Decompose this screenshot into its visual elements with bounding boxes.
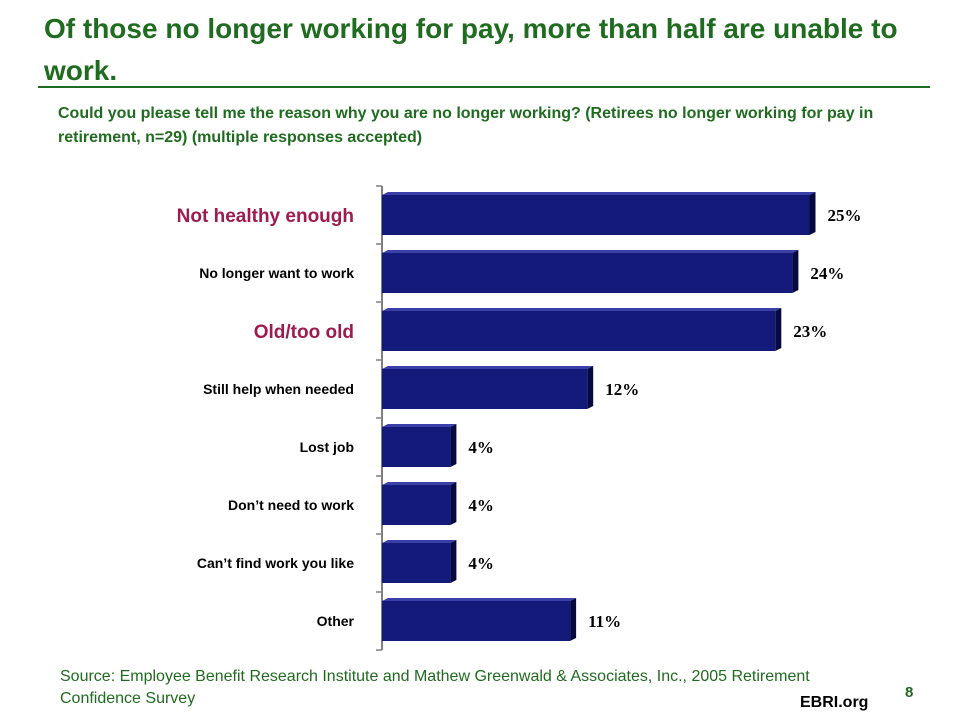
bar (382, 485, 451, 525)
data-label: 4% (468, 496, 494, 515)
bar-side-face (570, 598, 577, 641)
bar-side-face (450, 540, 457, 583)
brand-label: EBRI.org (800, 694, 869, 711)
bar-side-face (809, 192, 816, 235)
bar-top-face (382, 540, 457, 543)
data-label: 4% (468, 554, 494, 573)
survey-question: Could you please tell me the reason why … (58, 105, 874, 146)
data-label: 25% (828, 206, 862, 225)
category-label: Don’t need to work (228, 497, 354, 513)
page-number: 8 (905, 684, 914, 701)
category-label: Can’t find work you like (197, 555, 354, 571)
bar-top-face (382, 424, 457, 427)
bar (382, 253, 793, 293)
category-label: Lost job (300, 439, 354, 455)
data-label: 24% (810, 264, 844, 283)
title-divider (38, 86, 930, 88)
source-note: Source: Employee Benefit Research Instit… (60, 668, 810, 707)
bar (382, 427, 451, 467)
bar (382, 311, 776, 351)
category-label: Old/too old (254, 322, 354, 343)
category-label: No longer want to work (199, 265, 354, 281)
bar (382, 601, 571, 641)
data-label: 11% (588, 612, 621, 631)
data-label: 12% (605, 380, 639, 399)
data-label: 23% (793, 322, 827, 341)
bar (382, 543, 451, 583)
bar-top-face (382, 250, 799, 253)
bar-top-face (382, 598, 577, 601)
bar-side-face (450, 482, 457, 525)
bar-top-face (382, 482, 457, 485)
bar-side-face (587, 366, 594, 409)
data-label: 4% (468, 438, 494, 457)
bar-top-face (382, 192, 816, 195)
category-label: Other (317, 613, 355, 629)
slide-title: Of those no longer working for pay, more… (44, 13, 898, 86)
category-label: Still help when needed (203, 381, 354, 397)
bar-side-face (775, 308, 782, 351)
bar-side-face (450, 424, 457, 467)
bar-side-face (792, 250, 799, 293)
bar (382, 195, 810, 235)
bar (382, 369, 588, 409)
category-label: Not healthy enough (177, 206, 354, 227)
bar-top-face (382, 366, 594, 369)
bar-top-face (382, 308, 782, 311)
